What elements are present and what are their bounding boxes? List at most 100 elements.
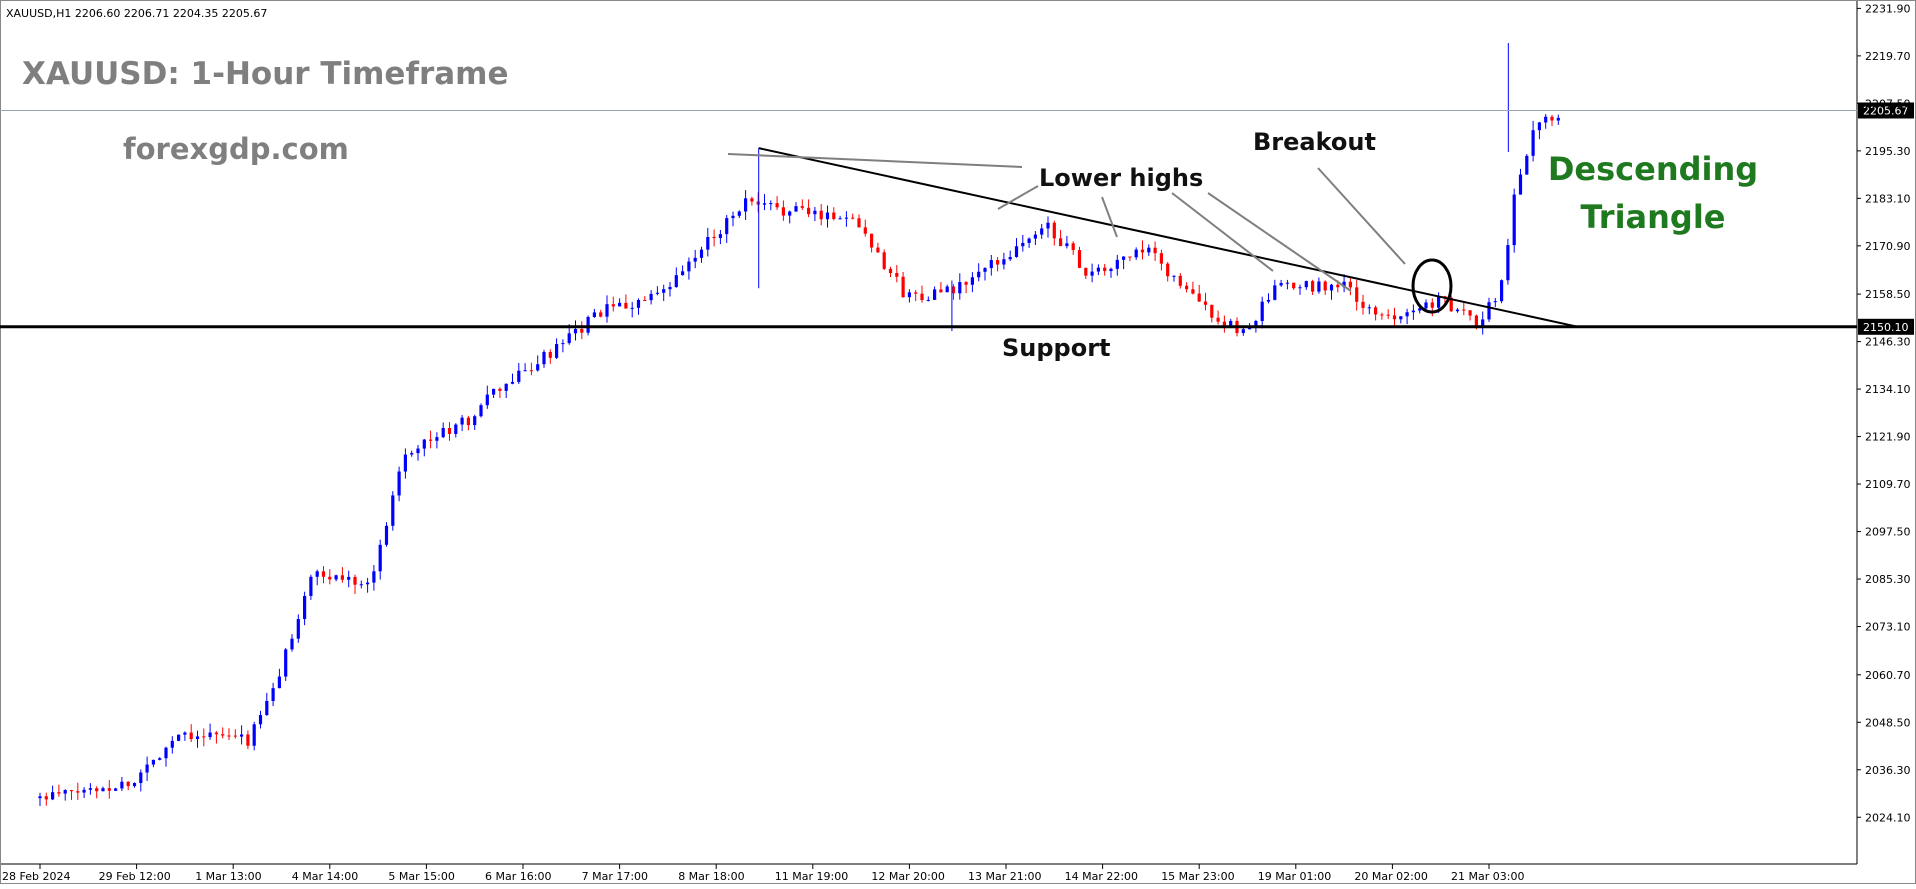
breakout-circle-marker[interactable]	[1411, 258, 1453, 314]
candle-body	[548, 351, 552, 358]
candle-body	[454, 424, 458, 434]
candle-body	[1178, 275, 1182, 286]
candle-body	[183, 732, 187, 735]
candle-body	[756, 201, 760, 205]
candle-body	[517, 370, 521, 382]
candle-body	[687, 261, 691, 272]
candle-body	[101, 788, 105, 792]
symbol-info: XAUUSD,H1 2206.60 2206.71 2204.35 2205.6…	[6, 7, 267, 20]
candle-body	[1040, 228, 1044, 235]
candle-body	[82, 789, 86, 793]
candle-body	[636, 299, 641, 308]
y-tick-label: 2085.30	[1865, 573, 1911, 586]
candle-body	[328, 576, 332, 580]
candle-body	[1197, 293, 1201, 302]
candle-body	[170, 740, 174, 748]
candle-body	[1273, 285, 1277, 300]
candle-body	[977, 271, 981, 278]
candle-body	[1336, 284, 1340, 288]
candle-body	[794, 206, 798, 212]
candle-body	[573, 328, 578, 334]
candle-body	[473, 416, 477, 426]
candle-body	[1279, 282, 1283, 286]
candle-body	[586, 317, 590, 333]
candle-body	[145, 764, 149, 773]
y-tick-label: 2183.10	[1865, 192, 1911, 205]
candle-body	[1153, 247, 1157, 254]
candle-body	[939, 289, 943, 293]
candle-body	[1109, 268, 1113, 272]
candle-body	[321, 571, 326, 577]
candle-body	[1071, 243, 1075, 251]
candle-body	[177, 734, 181, 741]
candle-body	[1361, 301, 1365, 308]
candle-body	[1229, 320, 1233, 327]
x-tick-label: 28 Feb 2024	[2, 870, 70, 883]
candle-body	[813, 210, 817, 215]
candle-body	[970, 277, 974, 285]
candle-body	[447, 427, 452, 434]
x-tick-label: 4 Mar 14:00	[292, 870, 358, 883]
candle-body	[139, 772, 143, 784]
candle-body	[1216, 317, 1220, 322]
time-axis: 28 Feb 2024 29 Feb 12:00 1 Mar 13:00 4 Mar …	[2, 864, 1524, 883]
candle-body	[63, 790, 67, 794]
annotation-pointer	[1317, 167, 1406, 265]
candle-body	[555, 344, 559, 358]
x-tick-label: 21 Mar 03:00	[1451, 870, 1524, 883]
candle-body	[1550, 116, 1554, 121]
candle-body	[769, 203, 773, 205]
candle-body	[296, 619, 300, 639]
candle-body	[347, 576, 351, 580]
candlestick-series	[38, 43, 1560, 806]
candle-body	[1317, 281, 1321, 292]
descending-trendline[interactable]	[758, 147, 1579, 328]
candle-body	[1493, 301, 1497, 303]
candle-body	[1266, 299, 1271, 302]
candle-body	[1210, 304, 1214, 318]
candle-body	[567, 333, 571, 344]
candle-body	[1140, 249, 1145, 253]
candle-body	[366, 582, 370, 585]
candle-body	[359, 584, 363, 586]
candle-body	[95, 788, 99, 792]
candle-body	[775, 203, 779, 208]
candle-body	[208, 732, 212, 738]
price-axis: 2231.90 2219.70 2207.50 2195.30 2183.10 2170.…	[1857, 2, 1911, 824]
candle-body	[523, 370, 527, 372]
candle-body	[233, 735, 237, 737]
candle-body	[857, 218, 861, 228]
candle-body	[1191, 289, 1195, 294]
candle-body	[284, 649, 288, 677]
candle-body	[429, 439, 433, 441]
candle-body	[1077, 250, 1082, 268]
candle-body	[1090, 271, 1094, 276]
candle-body	[221, 734, 225, 736]
x-tick-label: 5 Mar 15:00	[388, 870, 454, 883]
candle-body	[151, 759, 155, 765]
candle-body	[214, 732, 218, 735]
candle-body	[1342, 281, 1346, 288]
breakout-label: Breakout	[1253, 128, 1376, 156]
candle-body	[888, 268, 893, 273]
candle-body	[1147, 247, 1151, 253]
candle-body	[1046, 222, 1050, 229]
candle-body	[674, 275, 678, 287]
candle-body	[246, 734, 250, 746]
candle-body	[1481, 319, 1485, 327]
candle-body	[1329, 284, 1334, 291]
x-tick-label: 15 Mar 23:00	[1161, 870, 1234, 883]
candle-body	[668, 286, 672, 290]
candle-body	[737, 211, 741, 216]
candle-body	[876, 247, 880, 253]
y-tick-label: 2060.70	[1865, 669, 1911, 682]
candle-body	[762, 203, 767, 205]
candle-body	[1159, 253, 1163, 264]
candle-body	[611, 304, 615, 307]
x-tick-label: 1 Mar 13:00	[195, 870, 261, 883]
candle-body	[1052, 222, 1056, 239]
candle-body	[561, 343, 565, 345]
candle-body	[542, 351, 546, 365]
candle-body	[712, 236, 716, 239]
